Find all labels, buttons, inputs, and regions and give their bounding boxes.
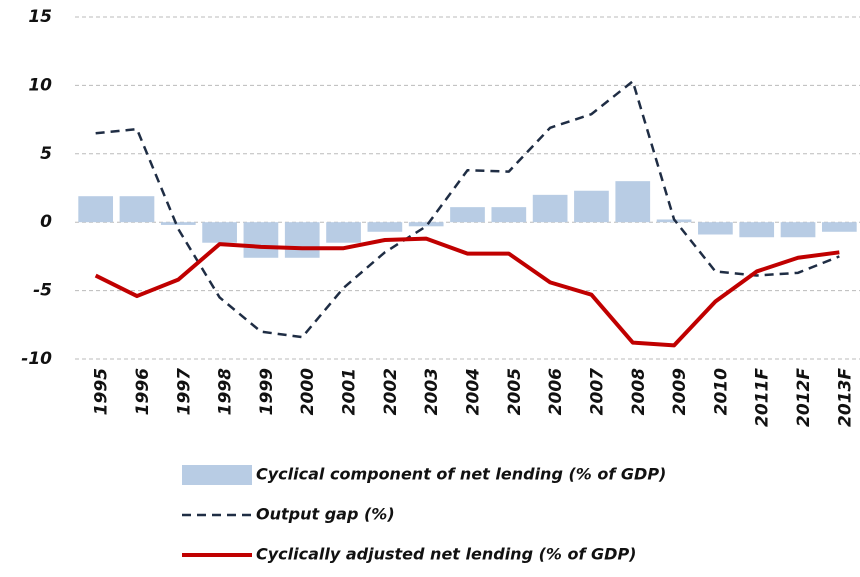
legend: Cyclical component of net lending (% of … xyxy=(182,465,666,564)
bar xyxy=(532,194,568,223)
bar xyxy=(408,222,444,227)
line xyxy=(95,80,840,339)
y-tick-label: -5 xyxy=(33,281,52,301)
x-tick-label: 1995 xyxy=(92,368,112,415)
line xyxy=(94,236,840,348)
y-tick-label: 15 xyxy=(28,7,52,27)
x-tick-label: 2007 xyxy=(587,368,607,415)
bar xyxy=(450,207,485,223)
bar xyxy=(202,222,237,243)
bar xyxy=(491,207,527,223)
x-tick-label: 2000 xyxy=(298,368,318,415)
bar xyxy=(119,196,155,223)
bar xyxy=(78,196,114,223)
y-tick-label: 10 xyxy=(28,75,52,95)
bar xyxy=(739,222,775,238)
x-tick-label: 2003 xyxy=(422,368,442,415)
legend-label: Cyclical component of net lending (% of … xyxy=(256,465,666,484)
legend-label: Output gap (%) xyxy=(256,505,395,524)
x-tick-label: 2004 xyxy=(464,368,484,415)
x-tick-label: 1996 xyxy=(133,368,153,415)
bar xyxy=(574,190,609,223)
y-tick-label: 0 xyxy=(40,212,52,232)
bar xyxy=(615,181,651,223)
x-tick-label: 1997 xyxy=(174,368,194,415)
bar xyxy=(243,222,279,258)
x-tick-label: 2013F xyxy=(835,368,855,427)
x-tick-label: 2008 xyxy=(629,368,649,415)
bar xyxy=(326,222,361,243)
bar xyxy=(160,222,196,225)
bar xyxy=(367,222,403,232)
bar xyxy=(284,222,320,258)
x-tick-label: 2009 xyxy=(670,368,690,415)
x-tick-label: 2001 xyxy=(340,368,360,415)
legend-label: Cyclically adjusted net lending (% of GD… xyxy=(256,545,636,564)
bar xyxy=(780,222,816,238)
x-tick-label: 2005 xyxy=(505,368,525,415)
x-tick-label: 1999 xyxy=(257,368,277,415)
y-tick-label: -10 xyxy=(21,349,52,369)
x-tick-label: 2011F xyxy=(753,368,773,427)
x-tick-label: 2002 xyxy=(381,368,401,415)
y-tick-label: 5 xyxy=(40,144,52,164)
bar xyxy=(821,222,857,232)
legend-swatch xyxy=(182,465,252,485)
x-tick-label: 2012F xyxy=(794,368,814,427)
bar xyxy=(698,222,733,235)
x-tick-label: 2006 xyxy=(546,368,566,415)
x-tick-label: 2010 xyxy=(711,368,731,415)
x-tick-label: 1998 xyxy=(216,368,236,415)
